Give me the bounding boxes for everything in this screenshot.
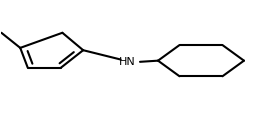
Text: HN: HN: [119, 57, 136, 67]
